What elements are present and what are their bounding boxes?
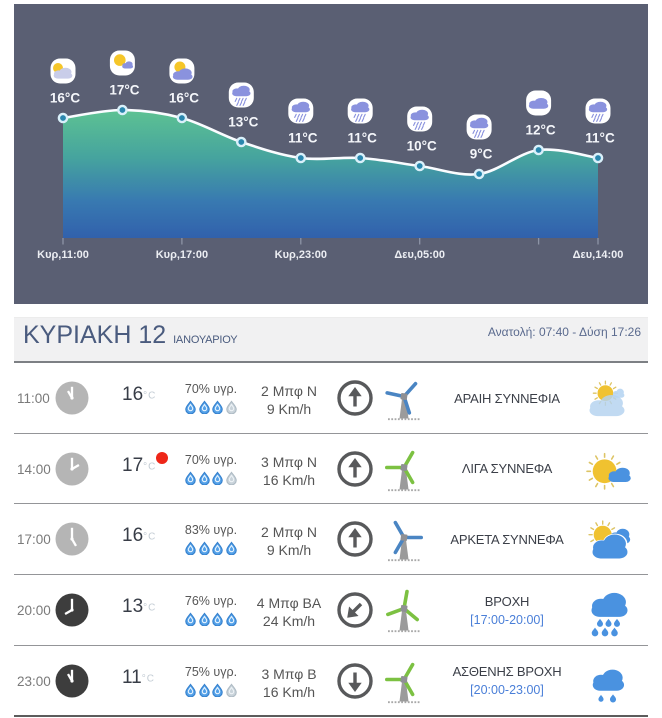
svg-text:Κυρ,17:00: Κυρ,17:00 <box>156 249 208 261</box>
svg-text:13°C: 13°C <box>228 115 258 130</box>
svg-text:Κυρ,11:00: Κυρ,11:00 <box>37 249 89 261</box>
svg-text:Κυρ,23:00: Κυρ,23:00 <box>275 249 327 261</box>
svg-text:Δευ,14:00: Δευ,14:00 <box>573 249 624 261</box>
svg-text:9°C: 9°C <box>470 147 493 162</box>
svg-text:17°C: 17°C <box>109 83 139 98</box>
svg-text:16°C: 16°C <box>169 91 199 106</box>
svg-text:11°C: 11°C <box>288 131 318 146</box>
svg-text:12°C: 12°C <box>526 123 556 138</box>
svg-text:11°C: 11°C <box>585 131 615 146</box>
svg-text:16°C: 16°C <box>50 91 80 106</box>
svg-text:Δευ,05:00: Δευ,05:00 <box>394 249 445 261</box>
svg-text:10°C: 10°C <box>407 139 437 154</box>
svg-text:11°C: 11°C <box>347 131 377 146</box>
